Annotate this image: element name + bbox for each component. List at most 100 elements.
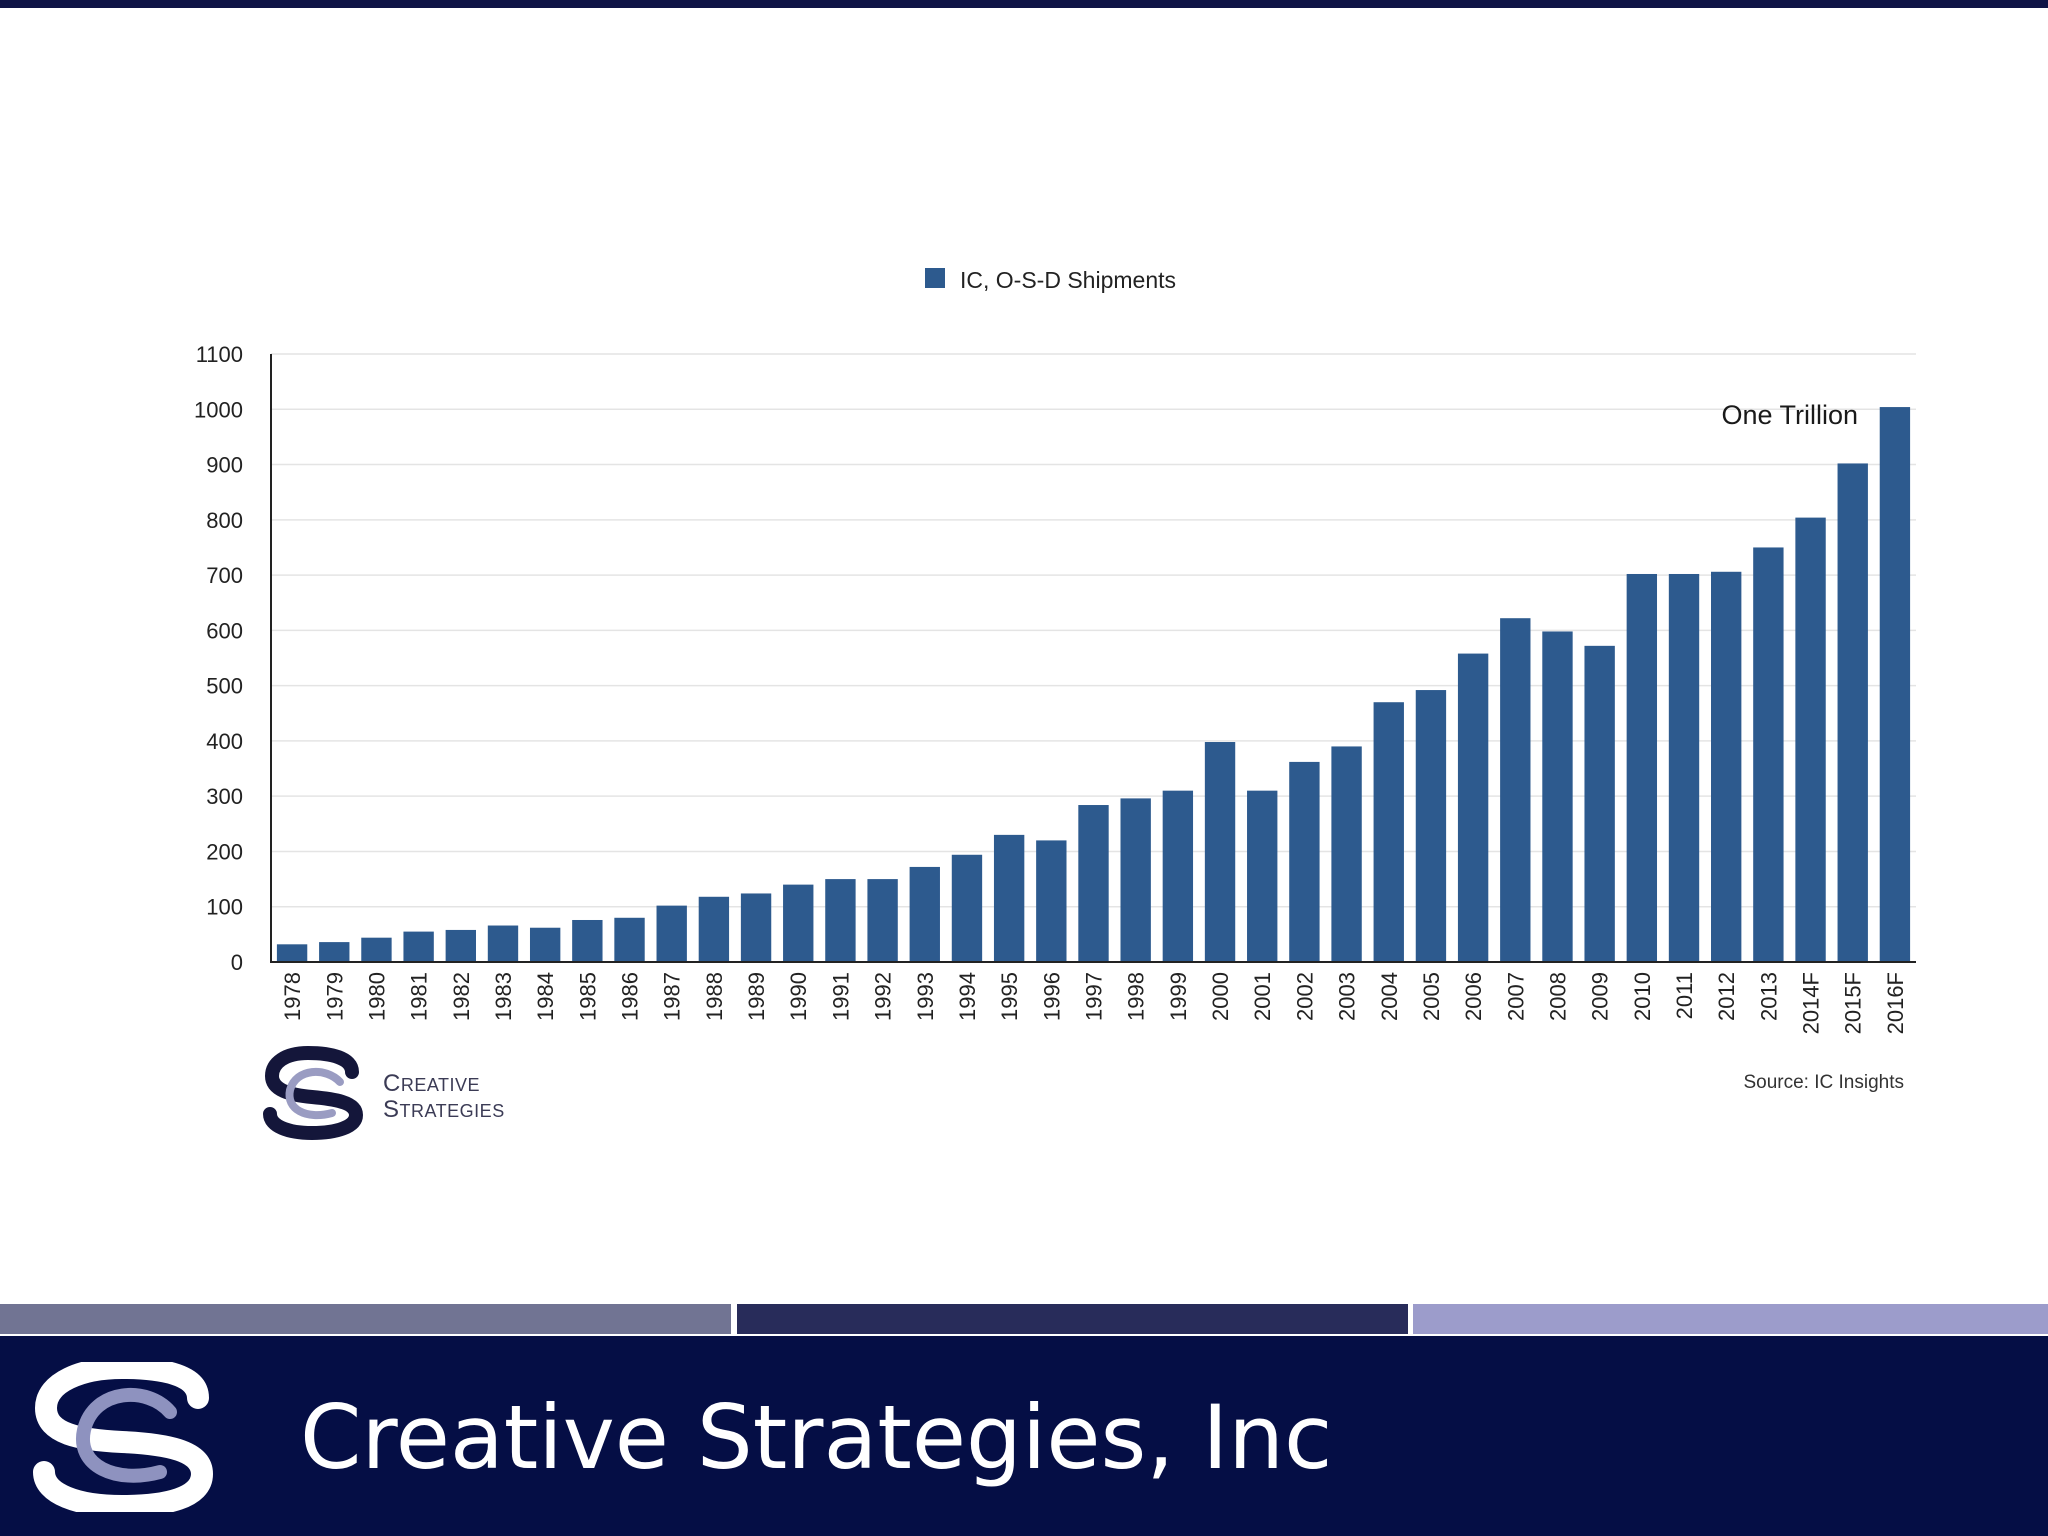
y-tick-label: 500 [206, 674, 243, 699]
x-tick-label: 2007 [1503, 972, 1528, 1021]
footer-bar: Creative Strategies, Inc [0, 1336, 2048, 1536]
x-tick-label: 1986 [618, 972, 643, 1021]
cs-logo-icon [263, 1045, 364, 1141]
x-tick-label: 2013 [1756, 972, 1781, 1021]
one-trillion-annotation: One Trillion [1721, 400, 1858, 430]
bar-2010 [1626, 573, 1658, 962]
bar-1997 [1078, 805, 1109, 962]
decorative-bands [0, 1304, 2048, 1334]
chart-logo-line2: STRATEGIES [383, 1096, 505, 1123]
cs-logo-icon [33, 1362, 214, 1512]
band-right [1413, 1304, 2048, 1334]
legend: IC, O-S-D Shipments [925, 267, 1176, 293]
bar-1984 [529, 927, 561, 962]
legend-label: IC, O-S-D Shipments [960, 267, 1176, 293]
bar-2000 [1204, 742, 1236, 962]
bar-2013 [1753, 547, 1784, 962]
bar-2016F [1879, 407, 1911, 962]
bar-1987 [656, 905, 687, 962]
x-tick-label: 1982 [449, 972, 474, 1021]
y-tick-labels: 0 100 200 300 400 500 600 700 800 900 1000 1100 [194, 342, 243, 975]
bar-1988 [698, 896, 730, 962]
y-tick-label: 600 [206, 618, 243, 643]
bar-1980 [361, 937, 392, 962]
x-tick-label: 1979 [322, 972, 347, 1021]
company-title: Creative Strategies, Inc [300, 1386, 1333, 1489]
bars [276, 407, 1911, 962]
axes [270, 354, 1916, 963]
bar-1993 [909, 866, 940, 962]
x-tick-label: 2015F [1841, 972, 1866, 1034]
x-tick-label: 1995 [997, 972, 1022, 1021]
x-tick-label: 2006 [1461, 972, 1486, 1021]
y-tick-label: 1000 [194, 397, 243, 422]
x-tick-labels: 1978 1979 1980 1981 1982 1983 1984 1985 1986 1987… [280, 972, 1908, 1034]
y-tick-label: 800 [206, 508, 243, 533]
x-tick-label: 2002 [1292, 972, 1317, 1021]
x-tick-label: 1998 [1124, 972, 1149, 1021]
bar-2007 [1500, 618, 1531, 962]
x-tick-label: 1980 [364, 972, 389, 1021]
x-tick-label: 2016F [1883, 972, 1908, 1034]
x-tick-label: 1985 [575, 972, 600, 1021]
x-tick-label: 2010 [1630, 972, 1655, 1021]
source-note: Source: IC Insights [1743, 1072, 1904, 1093]
x-tick-label: 2004 [1377, 972, 1402, 1021]
x-tick-label: 2001 [1250, 972, 1275, 1021]
x-tick-label: 1983 [491, 972, 516, 1021]
bar-1998 [1120, 798, 1151, 962]
bar-2001 [1247, 790, 1278, 962]
x-tick-label: 1987 [660, 972, 685, 1021]
bar-1989 [740, 893, 772, 962]
x-tick-label: 2009 [1588, 972, 1613, 1021]
chart-logo: CREATIVE STRATEGIES [263, 1045, 505, 1141]
bar-1982 [445, 929, 476, 962]
bar-1978 [276, 944, 308, 962]
bar-1983 [487, 925, 519, 962]
top-rule [0, 0, 2048, 8]
bar-2006 [1457, 653, 1489, 962]
chart-logo-line1: CREATIVE [383, 1070, 480, 1097]
x-tick-label: 2000 [1208, 972, 1233, 1021]
x-tick-label: 1990 [786, 972, 811, 1021]
bar-2004 [1373, 702, 1404, 962]
bar-2012 [1711, 571, 1742, 962]
bar-1992 [867, 879, 898, 962]
band-middle [737, 1304, 1408, 1334]
x-tick-label: 1984 [533, 972, 558, 1021]
legend-swatch [925, 268, 945, 288]
x-tick-label: 2003 [1335, 972, 1360, 1021]
bar-1985 [572, 919, 603, 962]
x-tick-label: 2014F [1799, 972, 1824, 1034]
x-tick-label: 1992 [871, 972, 896, 1021]
y-tick-label: 200 [206, 839, 243, 864]
bar-chart: 0 100 200 300 400 500 600 700 800 900 1000 1100 197… [194, 267, 1916, 1141]
bar-2009 [1584, 645, 1615, 962]
x-tick-label: 1991 [828, 972, 853, 1021]
x-tick-label: 2005 [1419, 972, 1444, 1021]
bar-1995 [993, 834, 1025, 962]
y-tick-label: 1100 [196, 342, 243, 367]
x-tick-label: 1997 [1082, 972, 1107, 1021]
x-tick-label: 1996 [1039, 972, 1064, 1021]
bar-1986 [614, 917, 645, 962]
bar-2011 [1668, 573, 1700, 962]
bar-2005 [1415, 690, 1447, 962]
bar-1994 [951, 854, 983, 962]
x-tick-label: 2012 [1714, 972, 1739, 1021]
x-tick-label: 2008 [1545, 972, 1570, 1021]
bar-1999 [1162, 790, 1194, 962]
x-tick-label: 1999 [1166, 972, 1191, 1021]
bar-2015F [1837, 463, 1868, 962]
y-tick-label: 100 [206, 895, 243, 920]
bar-1996 [1036, 840, 1067, 962]
bar-1991 [825, 879, 856, 962]
y-tick-label: 900 [206, 453, 243, 478]
x-tick-label: 1981 [407, 972, 432, 1021]
x-tick-label: 1989 [744, 972, 769, 1021]
x-tick-label: 1993 [913, 972, 938, 1021]
band-left [0, 1304, 731, 1334]
bar-1981 [403, 931, 434, 962]
x-tick-label: 1994 [955, 972, 980, 1021]
bar-1979 [319, 942, 350, 962]
